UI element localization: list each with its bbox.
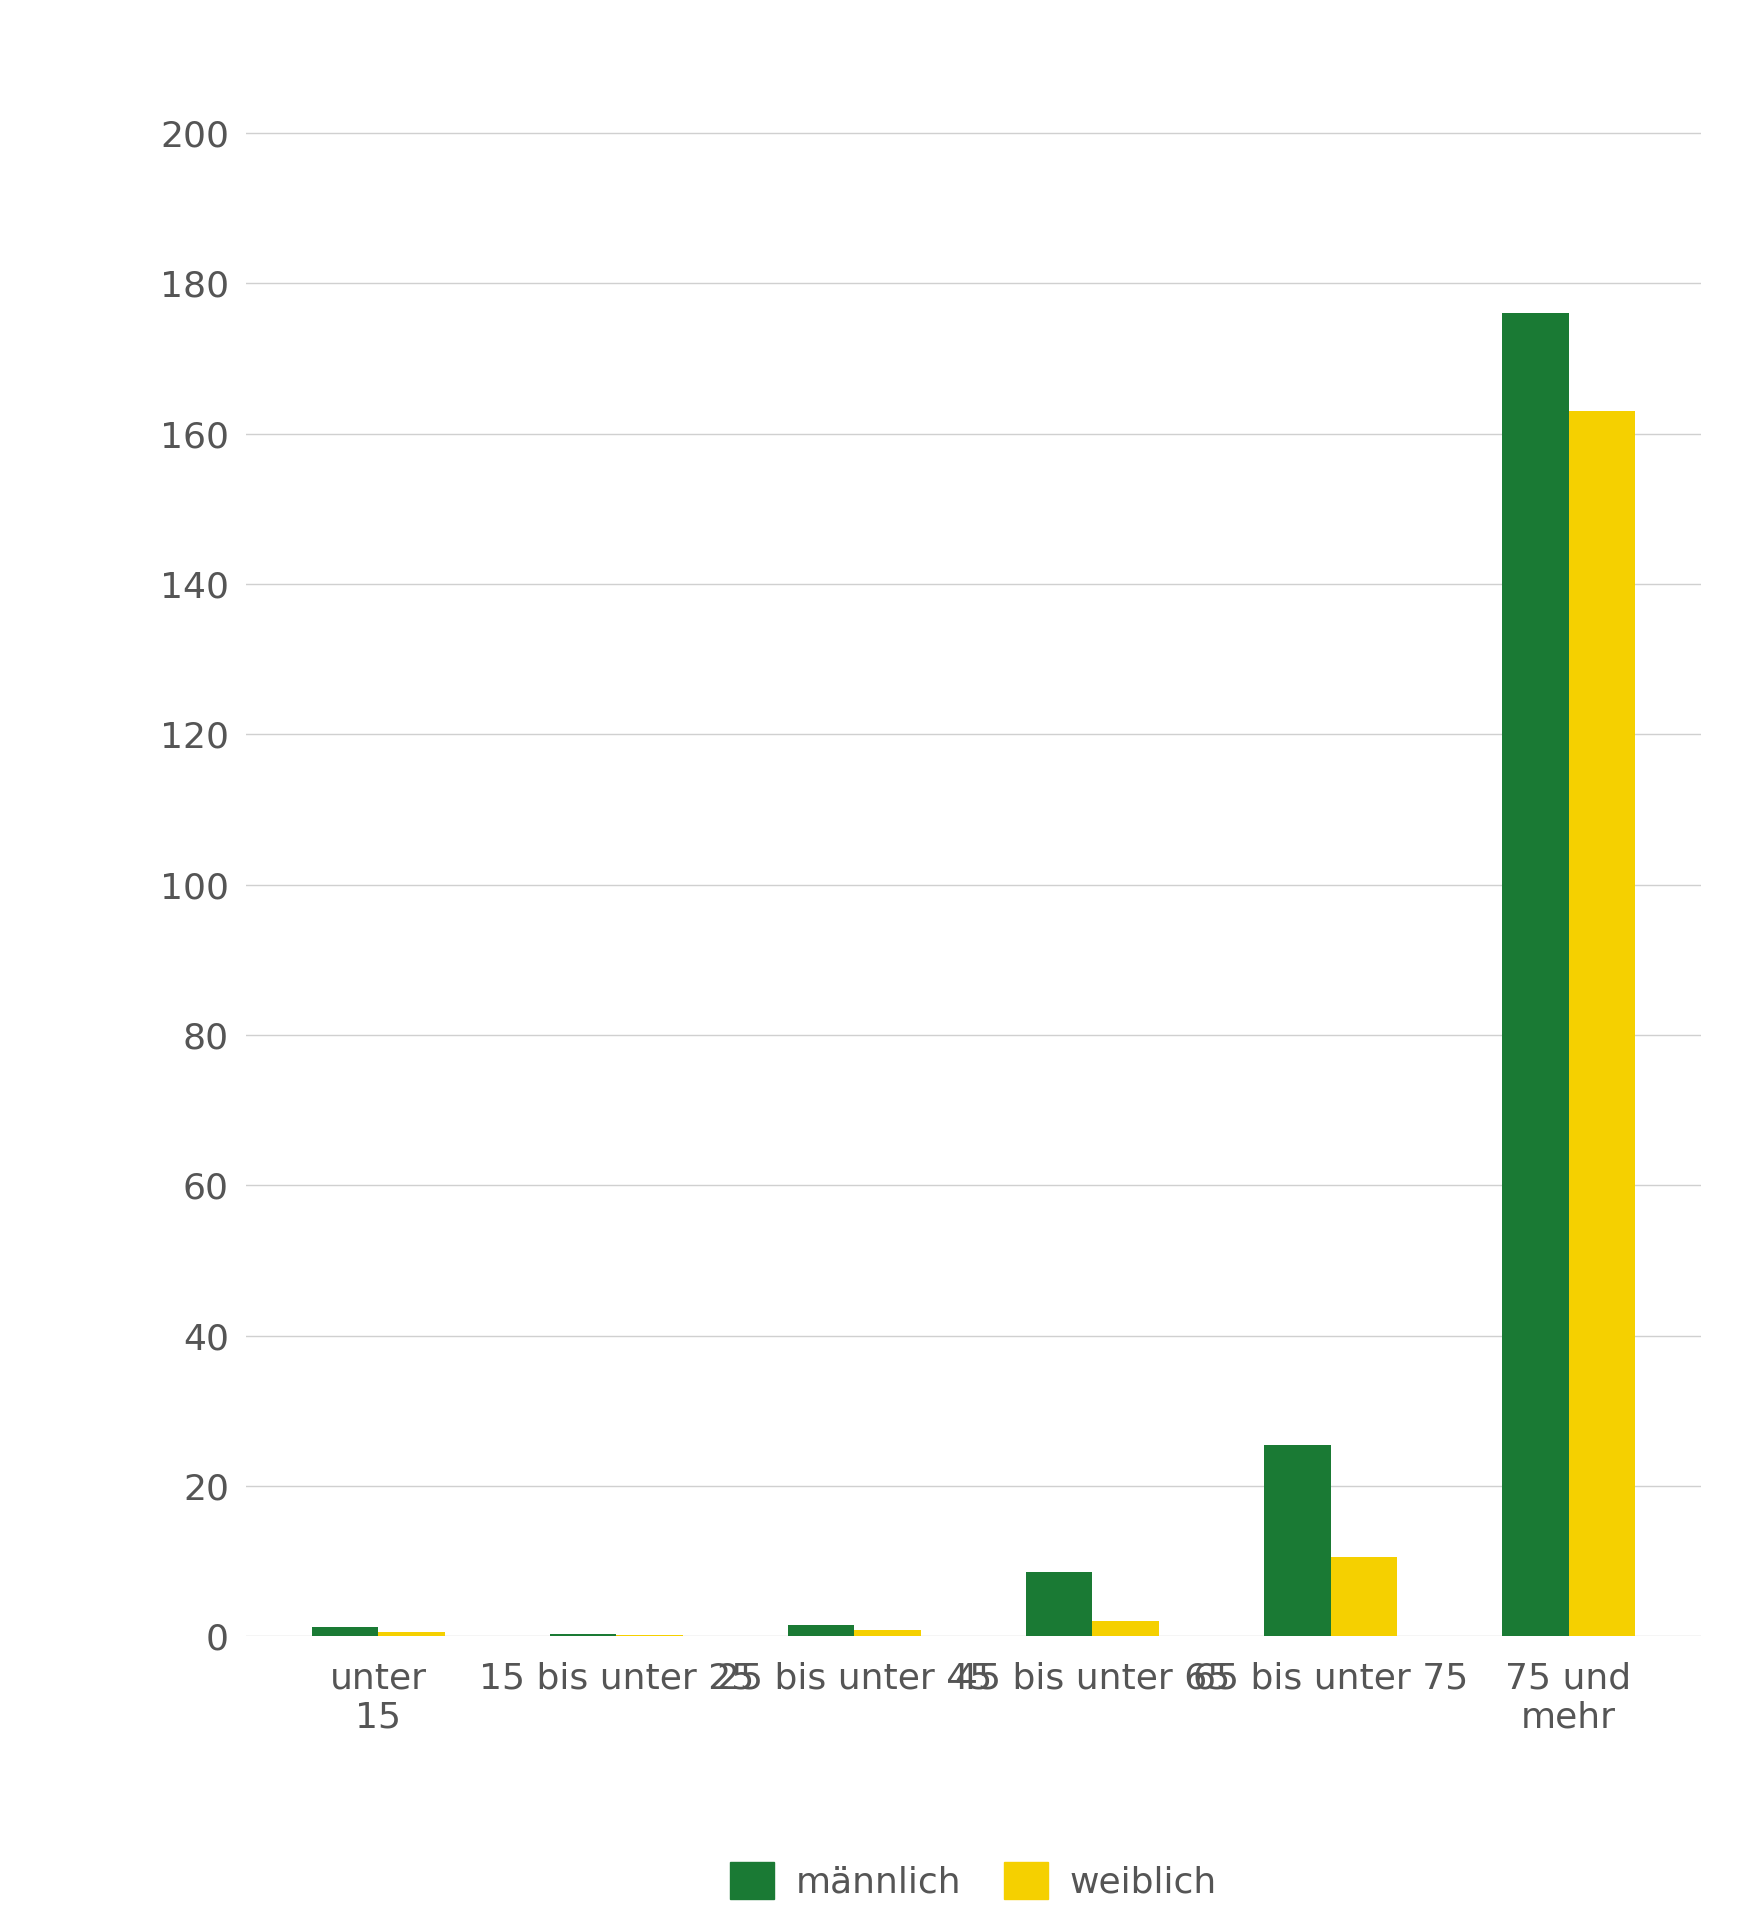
Bar bbox=[1331, 1557, 1398, 1636]
Bar bbox=[1093, 1621, 1159, 1636]
Bar bbox=[549, 1634, 616, 1636]
Bar bbox=[379, 1632, 446, 1636]
Bar bbox=[1568, 412, 1635, 1636]
Bar bbox=[1026, 1573, 1093, 1636]
Bar bbox=[312, 1627, 379, 1636]
Legend: männlich, weiblich: männlich, weiblich bbox=[712, 1844, 1235, 1917]
Bar bbox=[1265, 1444, 1331, 1636]
Bar bbox=[854, 1630, 921, 1636]
Bar bbox=[1501, 314, 1568, 1636]
Bar bbox=[788, 1625, 854, 1636]
